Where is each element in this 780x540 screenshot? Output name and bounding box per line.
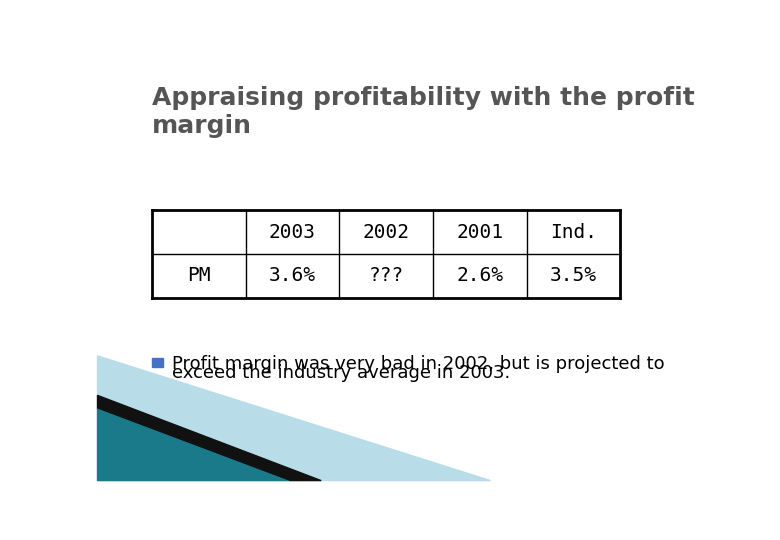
Text: ???: ??? <box>368 266 404 285</box>
Text: PM: PM <box>187 266 211 285</box>
Polygon shape <box>98 408 291 481</box>
Text: 2.6%: 2.6% <box>456 266 503 285</box>
Text: Ind.: Ind. <box>550 222 597 242</box>
Text: Appraising profitability with the profit
margin: Appraising profitability with the profit… <box>152 85 695 138</box>
Text: 2002: 2002 <box>363 222 410 242</box>
Text: 3.5%: 3.5% <box>550 266 597 285</box>
Bar <box>152 357 163 367</box>
Text: 2001: 2001 <box>456 222 503 242</box>
Text: 2003: 2003 <box>269 222 316 242</box>
Polygon shape <box>98 356 491 481</box>
Text: exceed the industry average in 2003.: exceed the industry average in 2003. <box>172 364 510 382</box>
Polygon shape <box>98 395 321 481</box>
Text: 3.6%: 3.6% <box>269 266 316 285</box>
Text: Profit margin was very bad in 2002, but is projected to: Profit margin was very bad in 2002, but … <box>172 355 665 373</box>
